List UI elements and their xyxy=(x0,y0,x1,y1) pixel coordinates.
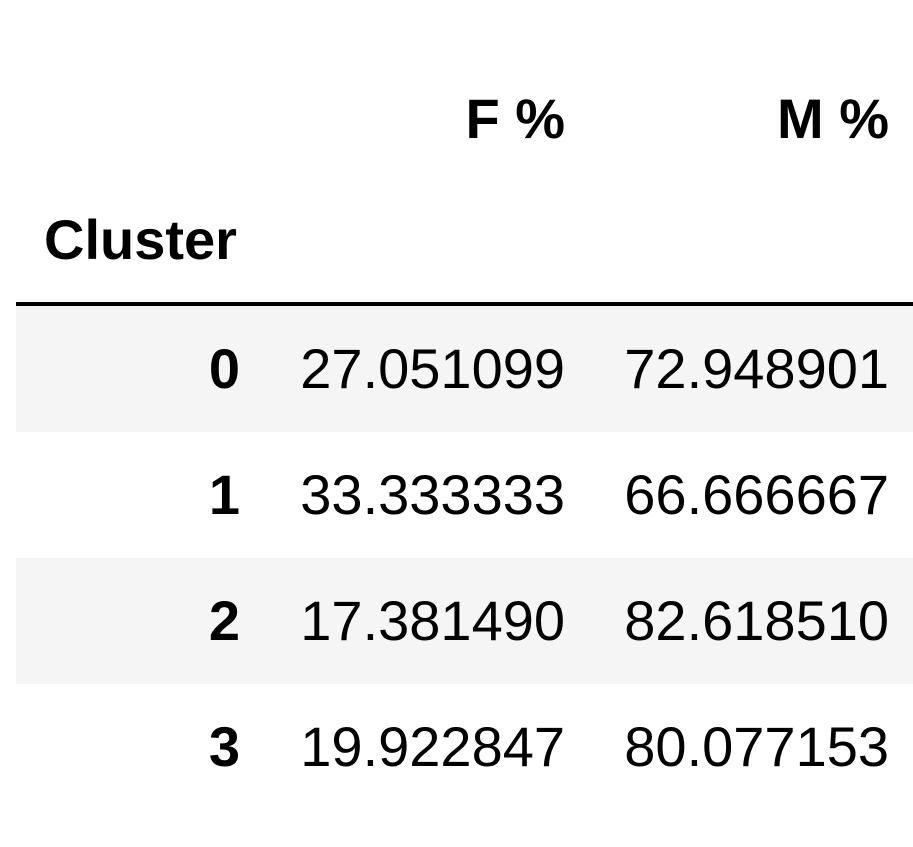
index-name-label: Cluster xyxy=(44,208,237,271)
row-index: 1 xyxy=(208,463,240,526)
cell-m-percent: 72.948901 xyxy=(624,337,889,400)
table-row: 3 19.922847 80.077153 xyxy=(16,684,913,810)
table-row: 1 33.333333 66.666667 xyxy=(16,432,913,558)
table-row: 0 27.051099 72.948901 xyxy=(16,306,913,432)
header-divider xyxy=(16,302,913,306)
table-row: 2 17.381490 82.618510 xyxy=(16,558,913,684)
index-header-row: Cluster xyxy=(16,178,913,302)
column-header-m-percent: M % xyxy=(777,87,889,150)
column-header-row: F % M % xyxy=(16,60,913,178)
row-index: 2 xyxy=(208,589,240,652)
row-index: 3 xyxy=(208,715,240,778)
dataframe-table: F % M % Cluster 0 27.051099 72.948901 1 … xyxy=(16,60,913,810)
column-header-f-percent: F % xyxy=(465,87,565,150)
cell-m-percent: 82.618510 xyxy=(624,589,889,652)
cell-f-percent: 27.051099 xyxy=(300,337,565,400)
cell-f-percent: 17.381490 xyxy=(300,589,565,652)
cell-f-percent: 33.333333 xyxy=(300,463,565,526)
cell-m-percent: 66.666667 xyxy=(624,463,889,526)
cell-f-percent: 19.922847 xyxy=(300,715,565,778)
cell-m-percent: 80.077153 xyxy=(624,715,889,778)
row-index: 0 xyxy=(208,337,240,400)
